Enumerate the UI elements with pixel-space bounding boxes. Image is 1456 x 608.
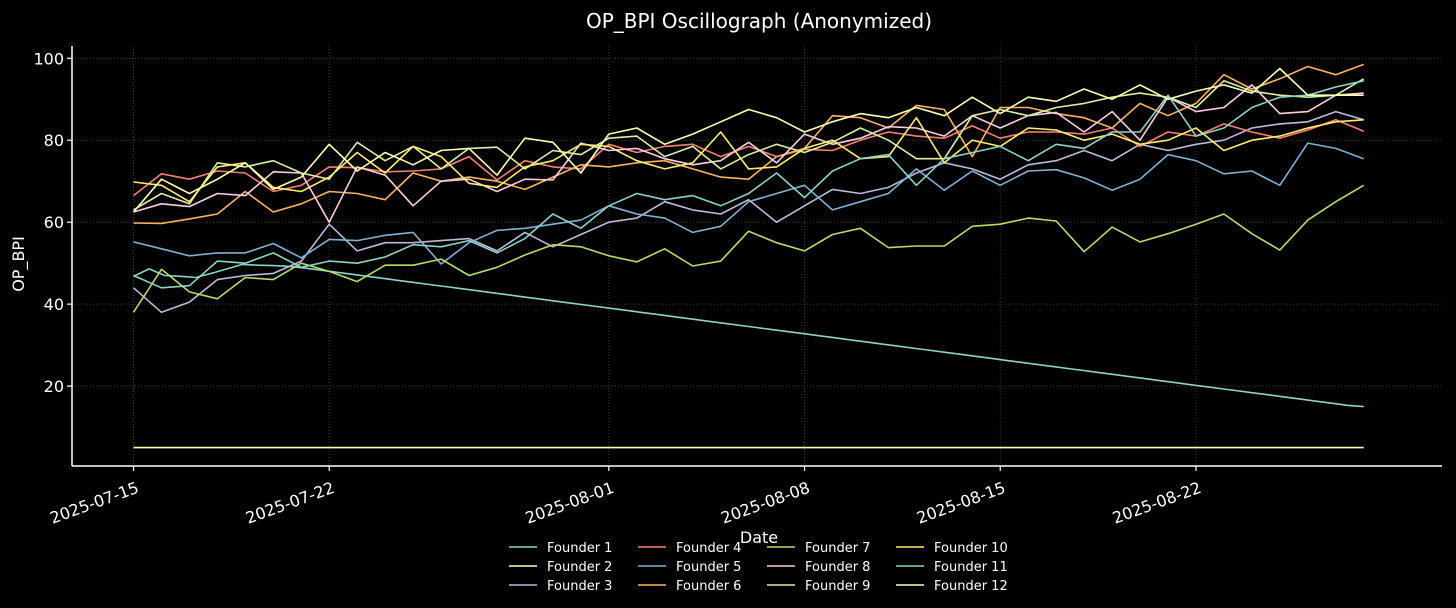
series-line-founder-5 — [133, 142, 1364, 265]
y-axis-label: OP_BPI — [9, 236, 29, 292]
x-tick-label: 2025-08-22 — [1110, 478, 1204, 528]
legend-item: Founder 10 — [896, 541, 1008, 556]
series-line-founder-8 — [133, 84, 1364, 223]
legend-label: Founder 3 — [547, 579, 612, 594]
legend-item: Founder 11 — [896, 560, 1008, 575]
series-line-founder-12 — [132, 67, 1364, 213]
legend-label: Founder 8 — [805, 560, 870, 575]
series-lines — [132, 63, 1365, 449]
y-tick-label: 60 — [44, 213, 64, 232]
chart-title: OP_BPI Oscillograph (Anonymized) — [586, 9, 932, 33]
y-tick-label: 20 — [44, 377, 64, 396]
legend-label: Founder 2 — [547, 560, 612, 575]
legend: Founder 1 Founder 2 Founder 3 Founder 4 Foun… — [509, 541, 1008, 594]
axes — [71, 46, 1442, 467]
series-line-founder-3 — [132, 110, 1364, 314]
y-ticks: 20 40 60 80 100 — [33, 49, 72, 396]
x-tick-label: 2025-08-01 — [523, 478, 617, 528]
legend-item: Founder 12 — [896, 579, 1008, 594]
legend-label: Founder 9 — [805, 579, 870, 594]
legend-item: Founder 3 — [509, 579, 612, 594]
legend-item: Founder 8 — [767, 560, 870, 575]
legend-label: Founder 12 — [934, 579, 1008, 594]
legend-item: Founder 2 — [509, 560, 612, 575]
legend-label: Founder 11 — [934, 560, 1008, 575]
series-line-founder-9 — [133, 78, 1365, 211]
y-tick-label: 100 — [33, 49, 64, 68]
x-tick-label: 2025-07-15 — [47, 478, 141, 528]
legend-label: Founder 7 — [805, 541, 870, 556]
legend-item: Founder 5 — [638, 560, 741, 575]
x-tick-label: 2025-07-22 — [243, 478, 337, 528]
y-tick-label: 40 — [44, 295, 64, 314]
legend-label: Founder 5 — [676, 560, 741, 575]
x-tick-label: 2025-08-08 — [718, 478, 812, 528]
y-tick-label: 80 — [44, 131, 64, 150]
x-tick-label: 2025-08-15 — [914, 478, 1008, 528]
legend-item: Founder 9 — [767, 579, 870, 594]
series-line-founder-10 — [133, 116, 1364, 203]
grid — [72, 46, 1442, 466]
x-ticks: 2025-07-15 2025-07-22 2025-08-01 2025-08-08… — [47, 466, 1204, 528]
legend-label: Founder 1 — [547, 541, 612, 556]
series-line-founder-7 — [132, 184, 1365, 313]
series-line-founder-11 — [133, 80, 1364, 289]
legend-label: Founder 4 — [676, 541, 741, 556]
legend-item: Founder 1 — [509, 541, 612, 556]
legend-item: Founder 6 — [638, 579, 741, 594]
x-axis-label: Date — [740, 528, 778, 547]
legend-item: Founder 7 — [767, 541, 870, 556]
legend-label: Founder 10 — [934, 541, 1008, 556]
legend-item: Founder 4 — [638, 541, 741, 556]
series-line-founder-1 — [133, 263, 1364, 408]
legend-label: Founder 6 — [676, 579, 741, 594]
